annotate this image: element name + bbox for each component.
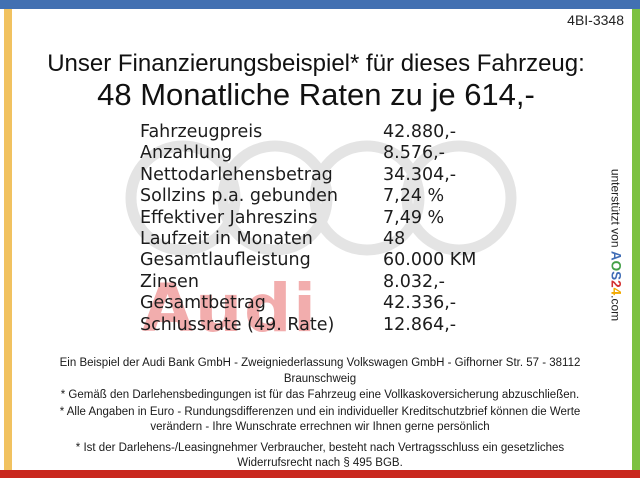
row-value: 34.304,- <box>383 164 457 185</box>
finance-details-table: Fahrzeugpreis 42.880,- Anzahlung 8.576,-… <box>140 122 476 336</box>
row-label: Nettodarlehensbetrag <box>140 164 333 185</box>
financing-example-title: Unser Finanzierungsbeispiel* für dieses … <box>47 50 585 77</box>
frame-bar-bottom <box>0 470 640 478</box>
monthly-rate-headline: 48 Monatliche Raten zu je 614,- <box>97 77 535 112</box>
table-row: Laufzeit in Monaten 48 <box>140 229 476 250</box>
row-label: Zinsen <box>140 271 199 292</box>
row-value: 48 <box>383 229 406 250</box>
table-row: Sollzins p.a. gebunden 7,24 % <box>140 186 476 207</box>
table-row: Zinsen 8.032,- <box>140 272 476 293</box>
row-label: Gesamtbetrag <box>140 293 266 314</box>
legal-footnotes: Ein Beispiel der Audi Bank GmbH - Zweign… <box>37 356 603 473</box>
row-label: Effektiver Jahreszins <box>140 207 318 228</box>
row-value: 7,49 % <box>383 207 445 228</box>
row-value: 12.864,- <box>383 314 457 335</box>
aos24-logo-letter: A <box>608 250 624 261</box>
row-label: Laufzeit in Monaten <box>140 229 313 250</box>
aos24-logo-letter: O <box>608 260 624 272</box>
row-value: 8.576,- <box>383 143 445 164</box>
row-label: Fahrzeugpreis <box>140 122 263 142</box>
aos24-logo-letter: S <box>608 271 624 281</box>
frame-bar-top <box>0 0 640 9</box>
row-label: Sollzins p.a. gebunden <box>140 186 339 207</box>
row-value: 42.880,- <box>383 122 457 142</box>
bank-address-line: Ein Beispiel der Audi Bank GmbH - Zweign… <box>59 357 581 385</box>
table-row: Nettodarlehensbetrag 34.304,- <box>140 165 476 186</box>
supported-by-text: unterstützt von <box>608 168 623 251</box>
table-row: Effektiver Jahreszins 7,49 % <box>140 208 476 229</box>
row-label: Anzahlung <box>140 143 233 164</box>
row-label: Schlussrate (49. Rate) <box>140 314 335 335</box>
table-row: Gesamtlaufleistung 60.000 KM <box>140 250 476 271</box>
table-row: Fahrzeugpreis 42.880,- <box>140 122 476 143</box>
footnote-euro-values: * Alle Angaben in Euro - Rundungsdiffere… <box>59 405 581 434</box>
footnote-insurance: * Gemäß den Darlehensbedingungen ist für… <box>60 389 580 401</box>
footnote-withdrawal-right: * Ist der Darlehens-/Leasingnehmer Verbr… <box>75 441 565 470</box>
table-row: Schlussrate (49. Rate) 12.864,- <box>140 315 476 336</box>
row-value: 60.000 KM <box>383 250 477 271</box>
row-value: 42.336,- <box>383 293 457 314</box>
supported-by-credit: unterstützt von AOS24.com <box>609 169 624 321</box>
vehicle-ref-code: 4BI-3348 <box>567 12 624 28</box>
frame-bar-right <box>632 9 640 470</box>
table-row: Gesamtbetrag 42.336,- <box>140 293 476 314</box>
row-label: Gesamtlaufleistung <box>140 250 311 271</box>
frame-bar-left <box>4 9 12 470</box>
aos24-domain-suffix: .com <box>608 295 623 322</box>
table-row: Anzahlung 8.576,- <box>140 143 476 164</box>
aos24-logo-letter: 2 <box>608 280 624 288</box>
row-value: 8.032,- <box>383 271 445 292</box>
row-value: 7,24 % <box>383 186 445 207</box>
